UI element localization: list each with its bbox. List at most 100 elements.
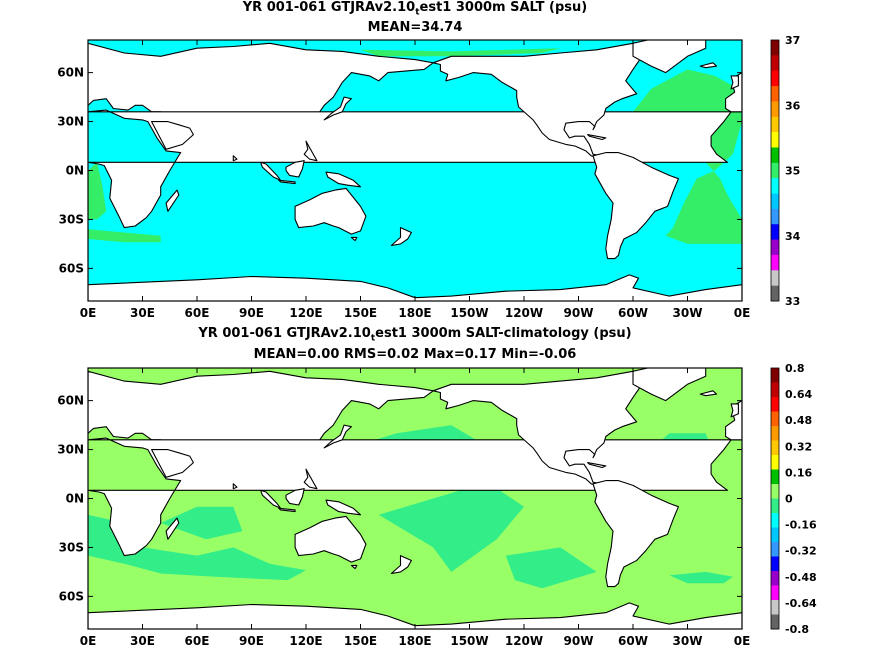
colorbar-label: 33 — [785, 295, 800, 308]
colorbar-swatch — [771, 556, 779, 572]
colorbar-swatch — [771, 585, 779, 601]
lon-tick-label: 30E — [130, 634, 155, 648]
colorbar-swatch — [771, 178, 779, 194]
colorbar-swatch — [771, 411, 779, 427]
colorbar-swatch — [771, 382, 779, 398]
land-northamerica — [432, 42, 643, 158]
land-southamerica — [592, 480, 679, 588]
land-tasmania — [350, 236, 358, 242]
colorbar-swatch — [771, 542, 779, 557]
lon-tick-label: 120W — [505, 634, 543, 648]
bottom-panel-title-line1: YR 001-061 GTJRAv2.10test1 3000m SALT-cl… — [0, 326, 830, 347]
lat-tick-label: 30S — [59, 540, 84, 554]
colorbar-label: -0.16 — [785, 519, 817, 532]
colorbar-swatch — [771, 513, 779, 528]
lon-tick-label: 30E — [130, 306, 155, 320]
land-cuba — [587, 462, 607, 469]
lat-tick-label: 0N — [66, 164, 84, 178]
lon-tick-label: 180E — [398, 306, 431, 320]
ocean-patch — [88, 514, 306, 581]
colorbar-swatch — [771, 484, 779, 499]
bottom-colorbar: 0.8 0.64 0.48 0.32 0.16 0 -0.16 -0.32 -0.48 -0.64… — [770, 362, 817, 636]
lon-tick-label: 120E — [289, 634, 322, 648]
land-java — [278, 179, 296, 185]
land-greenland — [632, 40, 707, 74]
ocean-patch — [378, 482, 524, 572]
lat-tick-label: 30N — [57, 115, 84, 129]
lat-tick-label: 0N — [66, 492, 84, 506]
lon-tick-label: 60E — [185, 634, 210, 648]
top-title-sub: t — [415, 7, 420, 18]
land-philippines — [303, 468, 318, 490]
colorbar-label: 0.64 — [785, 388, 812, 401]
bottom-title-post: est1 3000m SALT-climatology (psu) — [375, 326, 632, 341]
colorbar-swatch — [771, 162, 779, 179]
colorbar-swatch — [771, 224, 779, 240]
land-australia — [294, 187, 367, 235]
lon-tick-label: 90E — [239, 634, 264, 648]
land-india_ceylon — [232, 155, 238, 162]
colorbar-label: 36 — [785, 99, 801, 112]
land-iceland — [699, 62, 718, 69]
land-southamerica — [592, 152, 679, 260]
colorbar-label: 37 — [785, 34, 800, 47]
lon-tick-label: 90E — [239, 306, 264, 320]
land-japan — [323, 424, 352, 449]
land-antarctica — [88, 602, 742, 629]
top-panel-title-line2: MEAN=34.74 — [367, 20, 463, 35]
land-nz — [390, 555, 412, 575]
colorbar-frame — [770, 367, 780, 630]
top-map-panel: 0E 30E 60E 90E 120E 150E 180E 150W 120W 90W 60W 30W… — [57, 39, 750, 320]
lon-tick-label: 0E — [734, 634, 751, 648]
land-greenland — [632, 368, 707, 402]
ocean-patch — [88, 162, 107, 220]
colorbar-swatch — [771, 285, 779, 302]
colorbar-swatch — [771, 469, 779, 485]
colorbar-label: -0.48 — [785, 571, 817, 584]
colorbar-swatch — [771, 147, 779, 164]
land-madagascar — [165, 517, 180, 540]
bottom-title-pre: YR 001-061 GTJRAv2.10 — [198, 326, 371, 341]
land-arabia — [151, 449, 194, 478]
colorbar-swatch — [771, 527, 779, 543]
lon-tick-label: 150E — [344, 634, 377, 648]
colorbar-label: 0.32 — [785, 440, 812, 453]
colorbar-swatch — [771, 455, 779, 470]
land-arabia — [151, 121, 194, 150]
lon-tick-label: 150W — [450, 634, 488, 648]
bottom-title-sub: t — [370, 333, 376, 344]
colorbar-swatch — [771, 116, 779, 133]
land-tasmania — [350, 564, 358, 570]
land-australia — [294, 515, 367, 563]
colorbar-swatch — [771, 132, 779, 148]
land-madagascar — [165, 189, 180, 212]
land-newguinea — [325, 171, 362, 188]
colorbar-swatch — [771, 368, 779, 383]
lon-tick-label: 30W — [673, 306, 703, 320]
lat-tick-label: 60S — [59, 261, 84, 275]
ocean-patch — [360, 48, 561, 57]
land-cuba — [587, 134, 607, 141]
colorbar-swatch — [771, 193, 779, 210]
top-title-pre: YR 001-061 GTJRAv2.10 — [242, 0, 416, 15]
bottom-panel-title-line2: MEAN=0.00 RMS=0.02 Max=0.17 Min=-0.06 — [253, 347, 577, 362]
colorbar-label: -0.8 — [785, 623, 809, 636]
land-borneo — [285, 488, 305, 506]
colorbar-frame — [770, 39, 780, 302]
colorbar-swatch — [771, 254, 779, 271]
lon-tick-label: 0E — [80, 306, 97, 320]
land-uk — [730, 403, 739, 418]
colorbar-swatch — [771, 208, 779, 225]
land-uk — [730, 75, 739, 90]
land-iceland — [699, 390, 718, 397]
colorbar-swatch — [771, 55, 779, 72]
land-india_ceylon — [232, 483, 238, 490]
colorbar-label: -0.32 — [785, 545, 817, 558]
colorbar-swatch — [771, 239, 779, 256]
colorbar-swatch — [771, 40, 779, 56]
colorbar-label: -0.64 — [785, 597, 817, 610]
land-java — [278, 507, 296, 513]
lon-tick-label: 120W — [505, 306, 543, 320]
colorbar-swatch — [771, 614, 779, 630]
colorbar-swatch — [771, 397, 779, 412]
